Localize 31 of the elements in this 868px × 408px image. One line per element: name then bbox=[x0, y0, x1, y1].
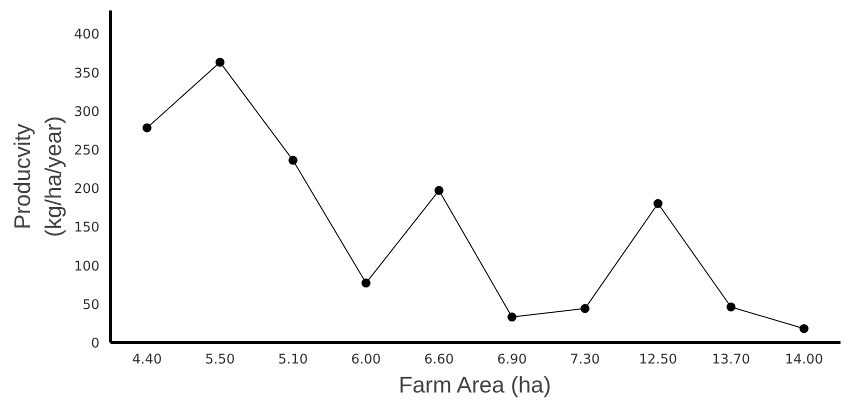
y-tick-label: 150 bbox=[74, 220, 100, 236]
x-tick-label: 14.00 bbox=[784, 352, 824, 368]
y-tick-label: 100 bbox=[74, 259, 100, 274]
x-axis-title: Farm Area (ha) bbox=[398, 372, 552, 398]
point bbox=[800, 324, 808, 334]
x-tick-label: 13.70 bbox=[712, 352, 750, 368]
x-tick-label: 5.10 bbox=[278, 352, 308, 368]
point bbox=[434, 186, 444, 195]
y-tick-label: 200 bbox=[74, 182, 100, 198]
point bbox=[580, 304, 590, 314]
x-tick-label: 12.50 bbox=[638, 352, 678, 368]
x-tick-label: 4.40 bbox=[132, 352, 162, 368]
y-tick-label: 0 bbox=[91, 336, 100, 352]
x-tick-label: 6.90 bbox=[497, 352, 527, 368]
point bbox=[288, 156, 298, 165]
point bbox=[654, 199, 662, 208]
point bbox=[362, 278, 370, 288]
y-tick-label: 400 bbox=[74, 28, 100, 43]
y-tick-label: 350 bbox=[74, 66, 100, 82]
y-axis-title: Producvity (kg/ha/year) bbox=[8, 116, 66, 237]
y-tick-label: 50 bbox=[82, 298, 100, 313]
x-tick-label: 7.30 bbox=[570, 352, 600, 368]
point bbox=[142, 123, 152, 132]
x-tick-label: 5.50 bbox=[205, 352, 235, 368]
point bbox=[216, 58, 224, 67]
point bbox=[508, 312, 516, 322]
y-tick-label: 300 bbox=[74, 104, 100, 120]
y-tick-label: 250 bbox=[74, 143, 100, 158]
point bbox=[726, 302, 736, 312]
x-tick-label: 6.00 bbox=[351, 352, 381, 368]
x-tick-label: 6.60 bbox=[424, 352, 454, 368]
